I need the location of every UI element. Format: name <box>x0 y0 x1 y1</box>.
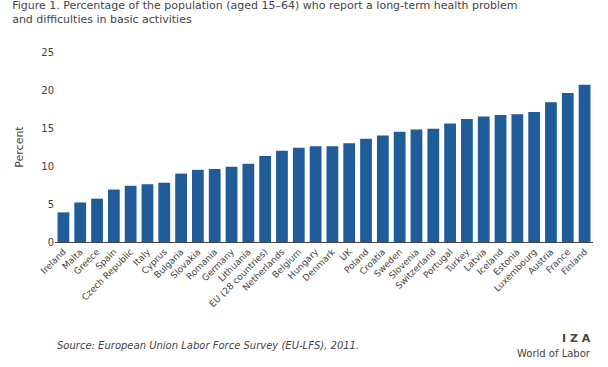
svg-text:Slovenia: Slovenia <box>387 247 421 281</box>
svg-text:Latvia: Latvia <box>462 247 488 273</box>
svg-text:Netherlands: Netherlands <box>241 247 287 293</box>
svg-text:Finland: Finland <box>559 247 589 277</box>
svg-text:Croatia: Croatia <box>357 247 387 277</box>
svg-text:Cyprus: Cyprus <box>140 247 170 277</box>
svg-text:Switzerland: Switzerland <box>394 247 438 291</box>
svg-text:Percent: Percent <box>13 126 26 168</box>
svg-text:5: 5 <box>48 199 54 210</box>
svg-text:Figure 1. Percentage of the po: Figure 1. Percentage of the population (… <box>12 0 517 26</box>
svg-text:Bulgaria: Bulgaria <box>152 247 185 280</box>
svg-text:20: 20 <box>41 85 54 96</box>
svg-text:Hungary: Hungary <box>286 246 321 281</box>
svg-text:Germany: Germany <box>200 246 237 283</box>
svg-text:Spain: Spain <box>94 247 119 272</box>
svg-text:Poland: Poland <box>342 247 370 275</box>
svg-text:Malta: Malta <box>60 247 85 272</box>
svg-text:France: France <box>544 247 573 276</box>
svg-text:Sweden: Sweden <box>372 247 404 279</box>
svg-text:Denmark: Denmark <box>301 246 338 283</box>
svg-text:Portugal: Portugal <box>421 247 454 280</box>
svg-text:I Z A: I Z A <box>562 332 591 345</box>
svg-text:Slovakia: Slovakia <box>169 247 203 281</box>
svg-text:10: 10 <box>41 161 54 172</box>
svg-text:Turkey: Turkey <box>443 246 472 275</box>
svg-text:0: 0 <box>48 237 54 248</box>
svg-text:15: 15 <box>41 123 54 134</box>
svg-text:Belgium: Belgium <box>270 247 303 280</box>
svg-text:EU (28 countries): EU (28 countries) <box>207 247 269 309</box>
svg-text:Luxembourg: Luxembourg <box>492 247 539 294</box>
svg-text:Austria: Austria <box>526 247 556 277</box>
svg-text:Source: European Union Labor F: Source: European Union Labor Force Surve… <box>57 340 359 351</box>
svg-text:World of Labor: World of Labor <box>517 348 591 359</box>
svg-text:Lithuania: Lithuania <box>216 247 253 284</box>
svg-text:Italy: Italy <box>131 246 152 267</box>
svg-text:Greece: Greece <box>72 247 102 277</box>
svg-text:25: 25 <box>41 47 54 58</box>
svg-text:Ireland: Ireland <box>39 247 68 276</box>
svg-text:Romania: Romania <box>184 247 219 282</box>
svg-text:UK: UK <box>338 246 355 263</box>
svg-text:Estonia: Estonia <box>491 247 522 278</box>
svg-text:Czech Republic: Czech Republic <box>80 247 136 303</box>
svg-text:Iceland: Iceland <box>475 247 505 277</box>
